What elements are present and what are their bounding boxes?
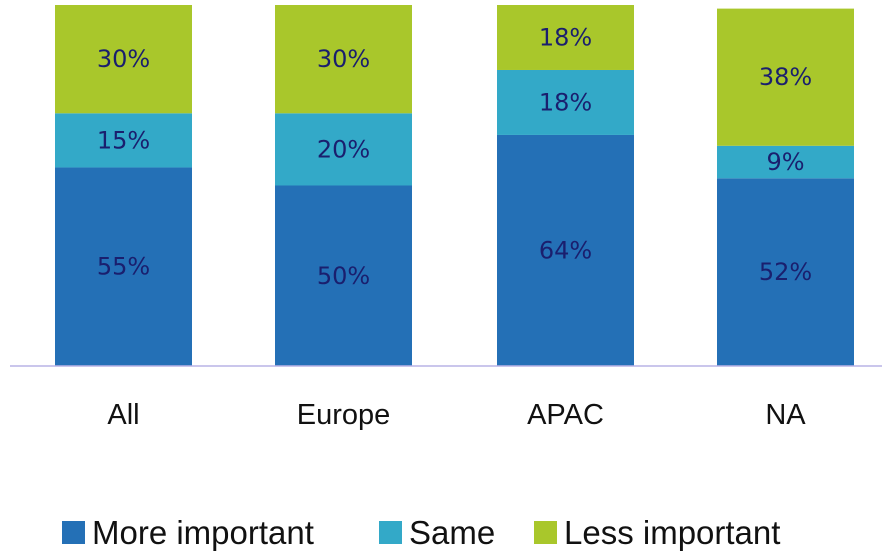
bar-segment-europe-more-important	[275, 185, 412, 366]
category-label-all: All	[107, 399, 139, 431]
bar-segment-na-less-important	[717, 8, 854, 146]
bars-layer	[55, 5, 854, 366]
data-label-na-same: 9%	[766, 148, 804, 176]
bar-segment-apac-same	[497, 69, 634, 135]
data-label-europe-more-important: 50%	[317, 262, 370, 290]
bar-segment-apac-more-important	[497, 134, 634, 366]
legend: More important Same Less important	[62, 514, 780, 551]
legend-label-same: Same	[409, 514, 495, 551]
bar-segment-all-same	[55, 113, 192, 168]
data-label-all-more-important: 55%	[97, 253, 150, 281]
bar-segment-europe-less-important	[275, 5, 412, 114]
category-label-apac: APAC	[527, 399, 604, 431]
data-label-all-same: 15%	[97, 126, 150, 154]
legend-label-less-important: Less important	[564, 514, 780, 551]
legend-swatch-more-important	[62, 521, 85, 544]
data-label-na-more-important: 52%	[759, 258, 812, 286]
category-label-europe: Europe	[297, 399, 391, 431]
bar-segment-na-more-important	[717, 178, 854, 366]
data-label-apac-same: 18%	[539, 88, 592, 116]
data-label-apac-more-important: 64%	[539, 236, 592, 264]
data-label-apac-less-important: 18%	[539, 23, 592, 51]
data-label-europe-less-important: 30%	[317, 45, 370, 73]
legend-swatch-same	[379, 521, 402, 544]
data-label-europe-same: 20%	[317, 135, 370, 163]
bar-segment-na-same	[717, 145, 854, 179]
data-label-all-less-important: 30%	[97, 45, 150, 73]
category-labels-layer: All Europe APAC NA	[107, 399, 806, 431]
legend-label-more-important: More important	[92, 514, 314, 551]
category-label-na: NA	[765, 399, 806, 431]
data-label-na-less-important: 38%	[759, 63, 812, 91]
bar-segment-all-less-important	[55, 5, 192, 114]
value-labels-layer: 55% 15% 30% 50% 20% 30% 64% 18% 18% 52% 9% 38%	[97, 23, 812, 289]
bar-segment-all-more-important	[55, 167, 192, 366]
bar-segment-europe-same	[275, 113, 412, 186]
legend-swatch-less-important	[534, 521, 557, 544]
bar-segment-apac-less-important	[497, 5, 634, 70]
